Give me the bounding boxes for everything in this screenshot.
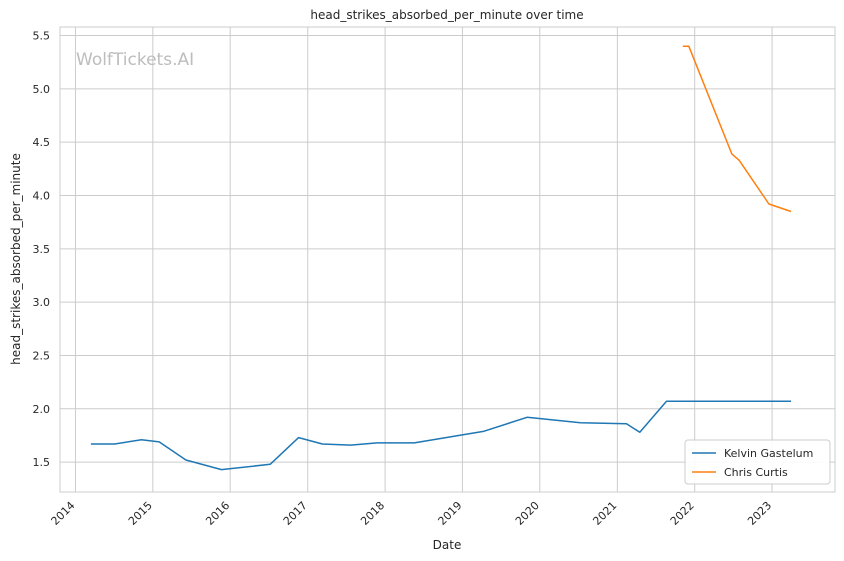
y-tick-label-3: 3.0 <box>33 296 51 309</box>
x-tick-label-7: 2021 <box>590 499 619 528</box>
x-tick-label-5: 2019 <box>436 499 465 528</box>
series-line-chris-curtis <box>682 45 792 213</box>
chart-title: head_strikes_absorbed_per_minute over ti… <box>310 8 583 22</box>
watermark: WolfTickets.AI <box>76 50 194 70</box>
x-tick-label-1: 2015 <box>126 499 155 528</box>
plot-frame <box>59 26 836 493</box>
y-tick-label-5: 4.0 <box>33 190 51 203</box>
y-tick-label-2: 2.5 <box>33 349 51 362</box>
x-tick-label-9: 2023 <box>745 499 774 528</box>
legend-label-chris-curtis: Chris Curtis <box>724 466 788 479</box>
y-axis-title: head_strikes_absorbed_per_minute <box>9 153 23 365</box>
y-tick-label-0: 1.5 <box>33 456 51 469</box>
legend-box <box>684 439 831 485</box>
x-tick-label-2: 2016 <box>203 499 232 528</box>
x-axis-title: Date <box>433 538 462 552</box>
y-tick-label-8: 5.5 <box>33 30 51 43</box>
x-tick-label-6: 2020 <box>513 499 542 528</box>
x-tick-label-4: 2018 <box>358 499 387 528</box>
legend-label-kelvin-gastelum: Kelvin Gastelum <box>724 447 813 460</box>
series-lines <box>90 45 792 471</box>
grid <box>60 27 835 492</box>
x-tick-label-0: 2014 <box>49 499 78 528</box>
y-tick-label-1: 2.0 <box>33 403 51 416</box>
y-tick-label-4: 3.5 <box>33 243 51 256</box>
x-tick-label-3: 2017 <box>281 499 310 528</box>
plot-area <box>60 27 835 492</box>
legend: Kelvin Gastelum Chris Curtis <box>684 439 831 485</box>
series-line-kelvin-gastelum <box>90 400 792 471</box>
x-tick-label-8: 2022 <box>668 499 697 528</box>
y-tick-label-7: 5.0 <box>33 83 51 96</box>
y-tick-label-6: 4.5 <box>33 136 51 149</box>
